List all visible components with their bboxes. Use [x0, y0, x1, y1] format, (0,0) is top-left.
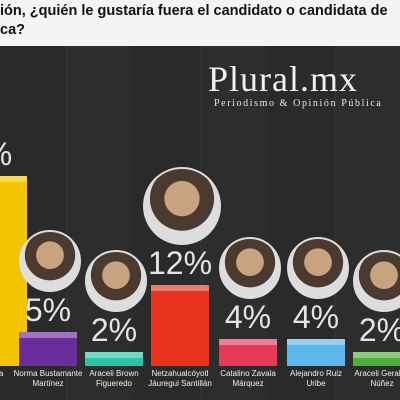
chart-title: ión, ¿quién le gustaría fuera el candida… [0, 3, 388, 19]
value-label: % [0, 136, 38, 173]
value-label: 4% [224, 298, 272, 335]
bar [151, 284, 209, 366]
bar-cap [151, 284, 209, 291]
x-tick-label: Catalino Zavala Márquez [220, 369, 276, 388]
x-tick-label: Alejandro Ruiz Uribe [289, 369, 343, 388]
logo: Plural.mx [208, 59, 358, 99]
bar-cap [287, 338, 345, 345]
bar [287, 338, 345, 366]
bar-cap [219, 338, 277, 345]
bar [19, 332, 77, 366]
bar-cap [353, 352, 400, 359]
value-label: 2% [90, 312, 138, 349]
candidate-photo [219, 236, 281, 299]
title-bar: ión, ¿quién le gustaría fuera el candida… [0, 0, 400, 46]
chart-title: ca? [0, 22, 25, 38]
value-label: 2% [358, 312, 400, 349]
x-tick-label: Netzahualcóyotl Jáuregui Santillán [148, 369, 212, 388]
bar-cap [19, 332, 77, 339]
x-tick-label: Araceli Geraldo Núñez [354, 369, 400, 388]
bar [85, 352, 143, 366]
x-tick-label: ala [0, 369, 4, 378]
bar [353, 352, 400, 366]
value-label: 5% [24, 292, 72, 329]
candidate-photo [19, 230, 81, 293]
value-label: 12% [147, 244, 213, 281]
bar-cap [0, 176, 27, 182]
x-tick-label: Araceli Brown Figueredo [89, 369, 139, 388]
candidate-photo [85, 250, 147, 313]
candidate-photo [287, 236, 349, 299]
logo-tagline: Periodismo & Opinión Pública [214, 98, 383, 109]
x-tick-label: Norma Bustamante Martínez [13, 369, 83, 388]
candidate-photo [143, 166, 221, 245]
candidate-photo [353, 250, 400, 313]
bar-cap [85, 352, 143, 359]
value-label: 4% [292, 298, 340, 335]
bar [219, 338, 277, 366]
